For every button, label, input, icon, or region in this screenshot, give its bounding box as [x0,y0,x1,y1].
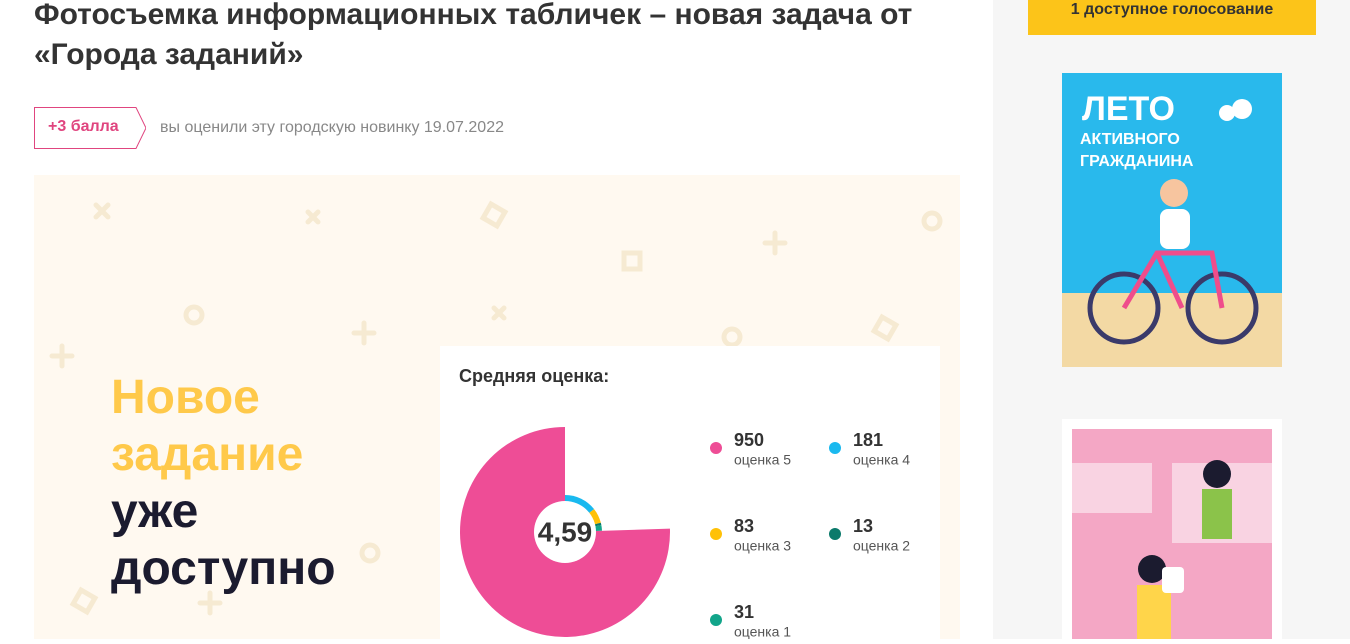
legend-value: 950 [734,430,764,450]
decor [49,200,943,616]
card-title: Средняя оценка: [459,366,609,386]
rating-card: Средняя оценка: 4,59 950 оценка 5 181 оценка… [440,346,940,640]
page-title: Фотосъемка информационных табличек – нов… [34,0,913,71]
legend-value: 31 [734,602,754,622]
legend-dot [710,614,722,626]
legend-label: оценка 4 [853,452,910,468]
promo-line: уже [111,485,199,538]
promo-line: Новое [111,371,260,424]
badge-points: +3 балла [48,118,119,135]
legend-dot [710,528,722,540]
banner-title: ЛЕТО [1082,90,1175,128]
legend-label: оценка 1 [734,624,791,639]
promo-line: доступно [111,542,336,595]
legend-label: оценка 2 [853,538,910,554]
promo-line: задание [111,428,304,481]
badge-frame [34,107,146,149]
ad-banner[interactable]: ЛЕТО АКТИВНОГО ГРАЖДАНИНА [1062,73,1282,367]
rating-chart: Средняя оценка: 4,59 950 оценка 5 181 оценка… [459,366,910,640]
vote-label[interactable]: 1 доступное голосование [1070,1,1274,18]
ad-banner[interactable] [1062,419,1282,639]
average-rating: 4,59 [538,516,593,547]
legend-dot [829,528,841,540]
legend-label: оценка 5 [734,452,791,468]
legend-label: оценка 3 [734,538,791,554]
banner-subtitle: АКТИВНОГО ГРАЖДАНИНА [1080,131,1194,170]
legend-value: 181 [853,430,883,450]
legend-value: 13 [853,516,873,536]
badge-text: вы оценили эту городскую новинку 19.07.2… [160,119,504,136]
donut-hole [534,501,596,563]
legend-dot [829,442,841,454]
legend-value: 83 [734,516,754,536]
legend-dot [710,442,722,454]
vote-button[interactable]: 1 доступное голосование [1028,0,1316,35]
